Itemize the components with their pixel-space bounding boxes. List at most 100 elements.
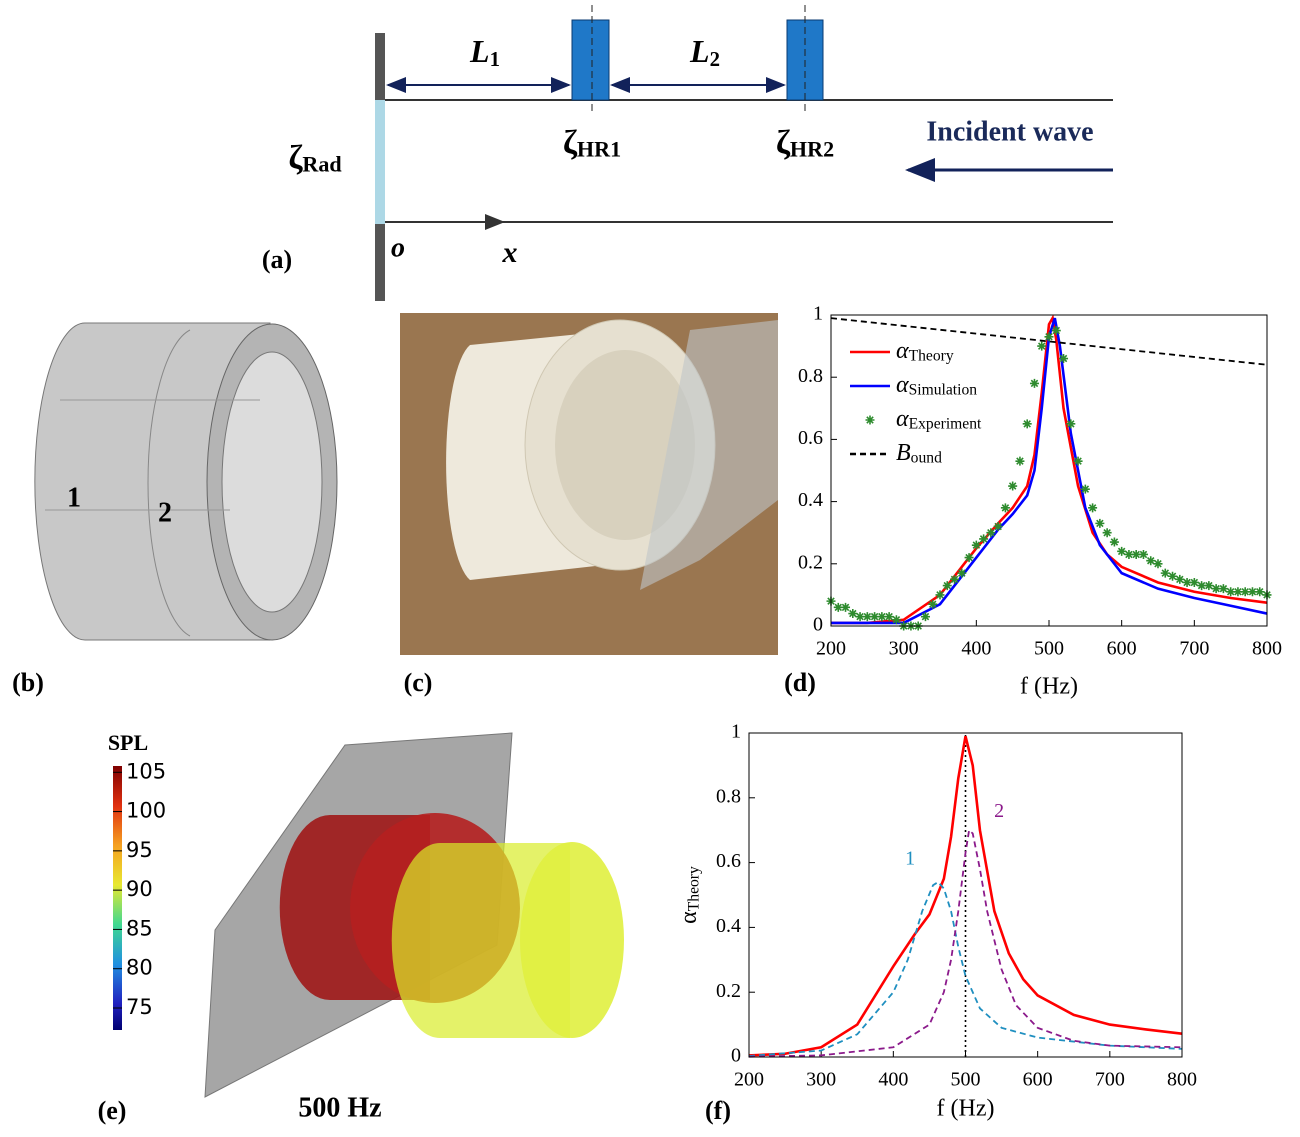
x-tick-label: 300	[889, 638, 919, 660]
y-tick-label: 0.8	[716, 785, 741, 807]
marker	[972, 541, 981, 550]
marker	[936, 590, 945, 599]
y-tick-label: 1	[813, 303, 823, 325]
y-tick-label: 0	[731, 1045, 741, 1067]
marker	[1154, 559, 1163, 568]
y-tick-label: 0.8	[798, 365, 823, 387]
part-label: 1	[67, 482, 81, 513]
marker	[1110, 538, 1119, 547]
cylinder-bore	[222, 352, 322, 612]
panel-c: (c)	[400, 313, 778, 697]
y-tick-label: 0.4	[716, 915, 741, 937]
x-tick-label: 800	[1167, 1069, 1197, 1091]
x-tick-label: 500	[1034, 638, 1064, 660]
colorbar-tick-label: 85	[126, 916, 153, 940]
x-label: x	[502, 236, 518, 269]
impedance-label: ζHR1	[563, 124, 621, 162]
panel-label: (d)	[784, 668, 816, 697]
marker	[1095, 519, 1104, 528]
x-tick-label: 400	[878, 1069, 908, 1091]
marker	[1008, 482, 1017, 491]
y-tick-label: 0.6	[798, 427, 823, 449]
x-tick-label: 600	[1107, 638, 1137, 660]
marker	[957, 569, 966, 578]
panel-label: (f)	[705, 1096, 731, 1125]
marker	[928, 600, 937, 609]
x-tick-label: 600	[1023, 1069, 1053, 1091]
caption: 500 Hz	[298, 1092, 381, 1123]
resonator	[572, 20, 609, 100]
radiation-boundary	[375, 100, 385, 224]
x-tick-label: 700	[1179, 638, 1209, 660]
marker	[1066, 419, 1075, 428]
colorbar-tick-label: 80	[126, 956, 153, 980]
marker	[943, 581, 952, 590]
x-tick-label: 200	[734, 1069, 764, 1091]
impedance-label: ζRad	[288, 139, 342, 177]
marker	[1103, 528, 1112, 537]
panel-b: 1 2 (b)	[12, 323, 337, 697]
y-tick-label: 0.2	[798, 551, 823, 573]
marker	[979, 534, 988, 543]
x-axis-label: f (Hz)	[937, 1096, 995, 1122]
colorbar-tick-label: 105	[126, 759, 166, 783]
marker	[1052, 326, 1061, 335]
y-axis-label: αTheory	[676, 866, 703, 924]
x-tick-label: 700	[1095, 1069, 1125, 1091]
x-tick-label: 500	[951, 1069, 981, 1091]
marker	[994, 522, 1003, 531]
impedance-label: ζHR2	[776, 124, 834, 162]
panel-e: SPL 500 Hz (e)	[98, 730, 624, 1125]
length-label: L1	[469, 33, 500, 71]
x-tick-label: 200	[816, 638, 846, 660]
legend-swatch	[866, 416, 875, 425]
marker	[1074, 457, 1083, 466]
colorbar-tick-label: 75	[126, 995, 153, 1019]
marker	[950, 575, 959, 584]
wall	[375, 224, 385, 301]
panel-label: (a)	[262, 245, 292, 274]
y-tick-label: 0	[813, 614, 823, 636]
x-tick-label: 400	[961, 638, 991, 660]
x-tick-label: 800	[1252, 638, 1282, 660]
panel-label: (c)	[404, 668, 433, 697]
colorbar-tick-label: 100	[126, 799, 166, 823]
curve-label: 2	[994, 800, 1004, 822]
y-tick-label: 0.4	[798, 489, 823, 511]
panel-label: (b)	[12, 668, 44, 697]
length-label: L2	[689, 33, 720, 71]
tube-end	[520, 842, 624, 1038]
panel-a: L1 L2 ζHR1 ζHR2 ζRad Incident wave o x (…	[262, 5, 1113, 301]
marker	[1059, 354, 1068, 363]
incident-label: Incident wave	[926, 116, 1093, 147]
marker	[892, 615, 901, 624]
x-tick-label: 300	[806, 1069, 836, 1091]
marker	[1045, 332, 1054, 341]
marker	[986, 528, 995, 537]
marker	[1015, 457, 1024, 466]
marker	[965, 553, 974, 562]
marker	[921, 612, 930, 621]
y-tick-label: 0.6	[716, 850, 741, 872]
marker	[1030, 379, 1039, 388]
panel-label: (e)	[98, 1096, 127, 1125]
marker	[1023, 419, 1032, 428]
colorbar-tick-label: 95	[126, 838, 153, 862]
marker	[841, 603, 850, 612]
marker	[1139, 550, 1148, 559]
colorbar-title: SPL	[108, 730, 148, 755]
chart: 20030040050060070080000.20.40.60.81αTheo…	[784, 303, 1282, 700]
y-tick-label: 0.2	[716, 980, 741, 1002]
colorbar	[113, 766, 122, 1030]
x-axis-label: f (Hz)	[1020, 674, 1078, 700]
marker	[1088, 503, 1097, 512]
marker	[1081, 485, 1090, 494]
origin-label: o	[391, 232, 405, 263]
colorbar-tick-label: 90	[126, 877, 153, 901]
chart: 20030040050060070080000.20.40.60.8112f (…	[676, 721, 1198, 1125]
figure: L1 L2 ζHR1 ζHR2 ζRad Incident wave o x (…	[0, 0, 1300, 1137]
marker	[1037, 342, 1046, 351]
wall	[375, 33, 385, 100]
marker	[1001, 503, 1010, 512]
y-tick-label: 1	[731, 721, 741, 743]
